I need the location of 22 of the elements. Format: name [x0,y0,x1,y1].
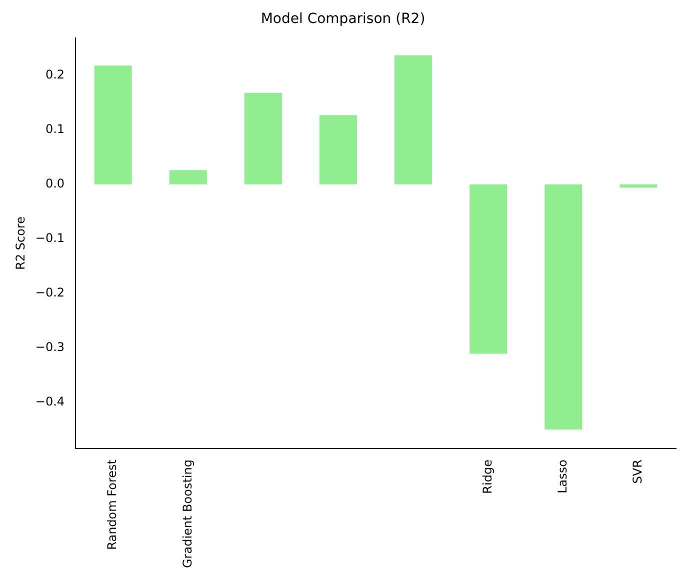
bar [470,184,508,354]
bar [94,66,132,184]
y-tick-label: −0.3 [35,340,65,354]
bar [620,184,658,188]
y-tick-label: −0.2 [35,285,65,300]
bar [394,55,432,184]
x-tick-label: SVR [630,460,645,484]
y-tick-label: −0.4 [35,394,65,408]
bar [244,92,282,184]
bar [544,184,582,430]
x-tick-label: Random Forest [105,459,120,550]
y-tick-label: 0.1 [45,122,65,136]
y-tick-label: 0.2 [45,68,65,82]
bar [319,115,358,184]
x-tick-label: Ridge [480,460,494,494]
x-tick-label: Gradient Boosting [180,460,194,568]
bar [169,170,207,184]
y-axis-title: R2 Score [13,216,28,270]
y-tick-label: 0.0 [45,176,65,190]
x-tick-label: Lasso [556,460,570,494]
chart-title: Model Comparison (R2) [260,11,426,28]
y-tick-label: −0.1 [35,230,65,245]
